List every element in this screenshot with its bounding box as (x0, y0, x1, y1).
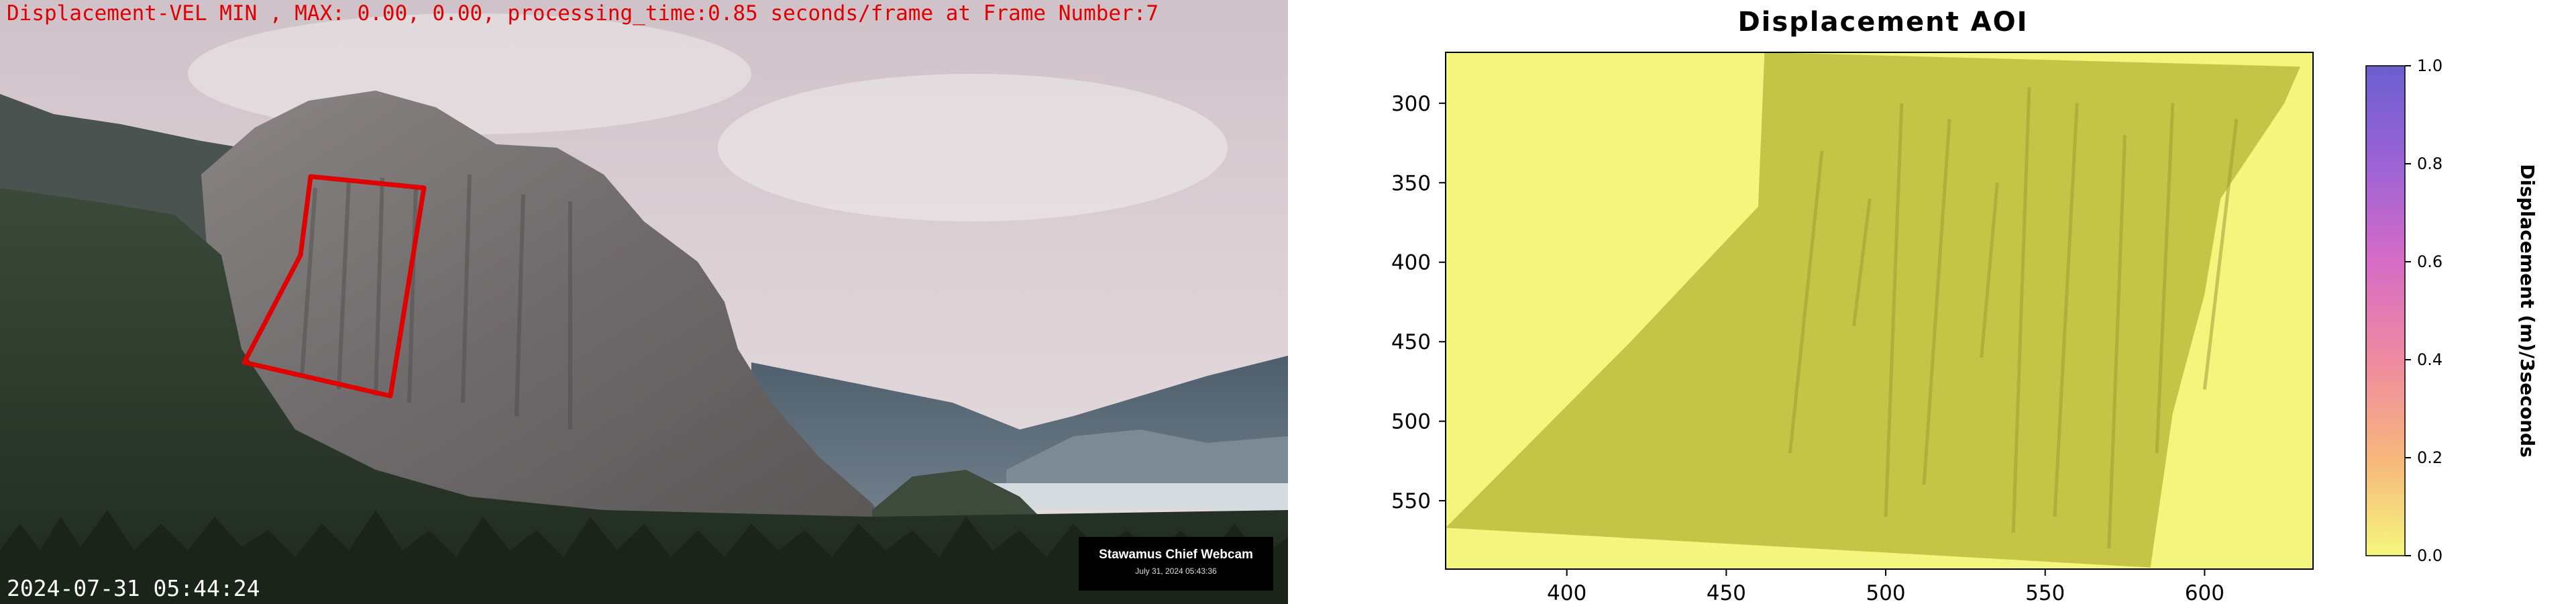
displacement-chart: Displacement AOI 400 450 500 550 600 300 350 4… (1301, 0, 2576, 604)
texture-streak (2155, 103, 2175, 454)
x-axis: 400 450 500 550 600 (1547, 569, 2224, 604)
aoi-region (1446, 52, 2300, 568)
y-tick-label: 500 (1391, 410, 1431, 434)
mountain-scene (0, 0, 1288, 604)
y-tick-label: 400 (1391, 251, 1431, 275)
chart-svg: Displacement AOI 400 450 500 550 600 300 350 4… (1391, 7, 2538, 604)
texture-streak (1851, 198, 1872, 326)
colorbar-tick-label: 0.6 (2417, 252, 2443, 271)
webcam-title: Stawamus Chief Webcam (1099, 548, 1253, 562)
colorbar-tick-label: 0.8 (2417, 154, 2443, 173)
x-tick-label: 450 (1707, 581, 1746, 604)
webcam-date: July 31, 2024 05:43:36 (1135, 566, 1217, 576)
webcam-photo: Displacement-VEL MIN , MAX: 0.00, 0.00, … (0, 0, 1288, 604)
x-tick-label: 550 (2025, 581, 2065, 604)
y-axis: 300 350 400 450 500 550 (1391, 92, 1446, 513)
texture-streak (2011, 87, 2031, 533)
plot-frame (1445, 52, 2314, 570)
x-tick-label: 600 (2185, 581, 2224, 604)
texture-streak (2107, 135, 2127, 549)
texture-streak (1884, 103, 1904, 517)
texture-streak (2053, 103, 2079, 517)
colorbar (2365, 65, 2406, 556)
y-tick-label: 300 (1391, 92, 1431, 116)
x-tick-label: 400 (1547, 581, 1587, 604)
displacement-overlay-text: Displacement-VEL MIN , MAX: 0.00, 0.00, … (7, 1, 1159, 26)
colorbar-tick-label: 0.0 (2417, 546, 2443, 565)
colorbar-label: Displacement (m)/3seconds (2516, 164, 2538, 457)
frame-timestamp: 2024-07-31 05:44:24 (7, 575, 260, 601)
y-tick-label: 550 (1391, 489, 1431, 513)
texture-streak (1922, 119, 1951, 485)
texture-streak (1788, 150, 1824, 454)
colorbar-tick-label: 0.4 (2417, 350, 2443, 369)
rock-texture (1788, 87, 2239, 549)
colorbar-tick-label: 1.0 (2417, 56, 2443, 75)
webcam-caption-box: Stawamus Chief Webcam July 31, 2024 05:4… (1079, 537, 1273, 591)
aoi-outline (241, 174, 427, 399)
texture-streak (1980, 183, 1999, 358)
chart-title: Displacement AOI (1737, 7, 2028, 38)
colorbar-tick-label: 0.2 (2417, 448, 2443, 467)
y-tick-label: 350 (1391, 171, 1431, 195)
colorbar-axis: 0.0 0.2 0.4 0.6 0.8 1.0 (2405, 56, 2443, 565)
texture-streak (2202, 119, 2239, 390)
y-tick-label: 450 (1391, 330, 1431, 354)
x-tick-label: 500 (1866, 581, 1905, 604)
